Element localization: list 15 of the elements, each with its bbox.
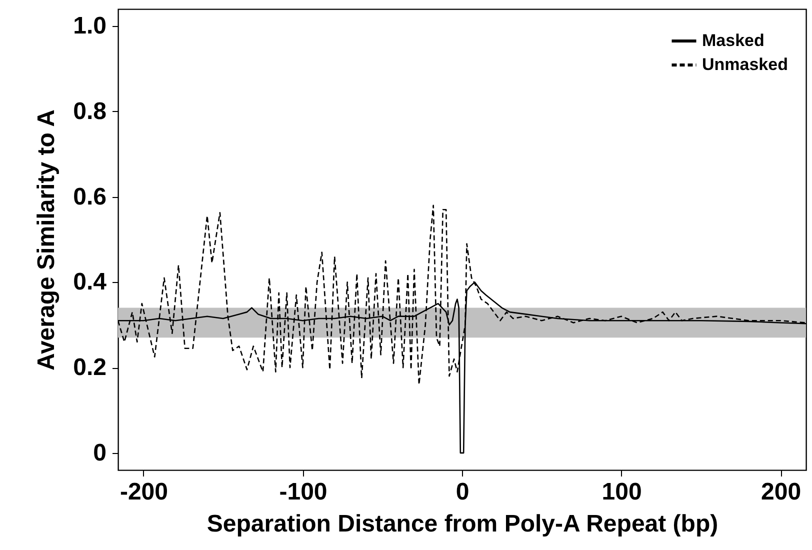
y-tick-label: 0.2 [73, 354, 106, 382]
y-axis-title: Average Similarity to A [33, 110, 60, 370]
x-tick-label: 0 [456, 478, 470, 506]
y-tick-label: 0.4 [73, 268, 108, 296]
y-tick-label: 0.6 [73, 183, 106, 210]
x-tick-label: -200 [120, 478, 168, 506]
x-tick-label: 100 [602, 478, 642, 506]
legend-label: Unmasked [702, 55, 788, 74]
y-tick-label: 0.8 [73, 98, 106, 125]
y-tick-label: 1.0 [73, 12, 106, 40]
y-tick-label: 0 [93, 439, 106, 466]
x-tick-label: -100 [279, 478, 328, 506]
x-tick-label: 200 [760, 478, 802, 506]
legend-label: Masked [702, 31, 764, 50]
x-axis-title: Separation Distance from Poly-A Repeat (bp) [206, 510, 718, 538]
